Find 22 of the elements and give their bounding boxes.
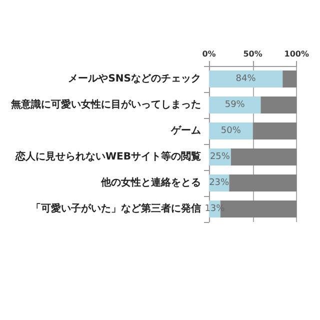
bar (209, 96, 261, 114)
bar (252, 122, 297, 140)
data-label: 59% (224, 100, 246, 110)
bar (260, 96, 297, 114)
bar (230, 148, 297, 166)
bar (282, 70, 297, 88)
y-tick-label: 他の女性と連絡をとる (100, 176, 201, 188)
x-tick-label: 50% (243, 50, 262, 58)
bar (209, 70, 283, 88)
data-label: 84% (236, 74, 256, 84)
y-tick-label: 「可愛い子がいた」など第三者に発信 (31, 202, 201, 214)
y-tick-label: メールやSNSなどのチェック (68, 74, 201, 84)
x-tick-label: 100% (284, 50, 309, 58)
y-tick-label: ゲーム (170, 124, 201, 136)
bar (229, 174, 297, 192)
bar (209, 122, 253, 140)
data-label: 25% (210, 152, 230, 162)
data-label: 23% (209, 178, 230, 188)
x-tick-label: 0% (202, 50, 216, 58)
data-label: 50% (220, 126, 242, 136)
y-tick-label: 無意識に可愛い女性に目がいってしまった (10, 98, 201, 110)
y-tick-label: 恋人に見せられないWEBサイト等の閲覧 (14, 150, 201, 162)
